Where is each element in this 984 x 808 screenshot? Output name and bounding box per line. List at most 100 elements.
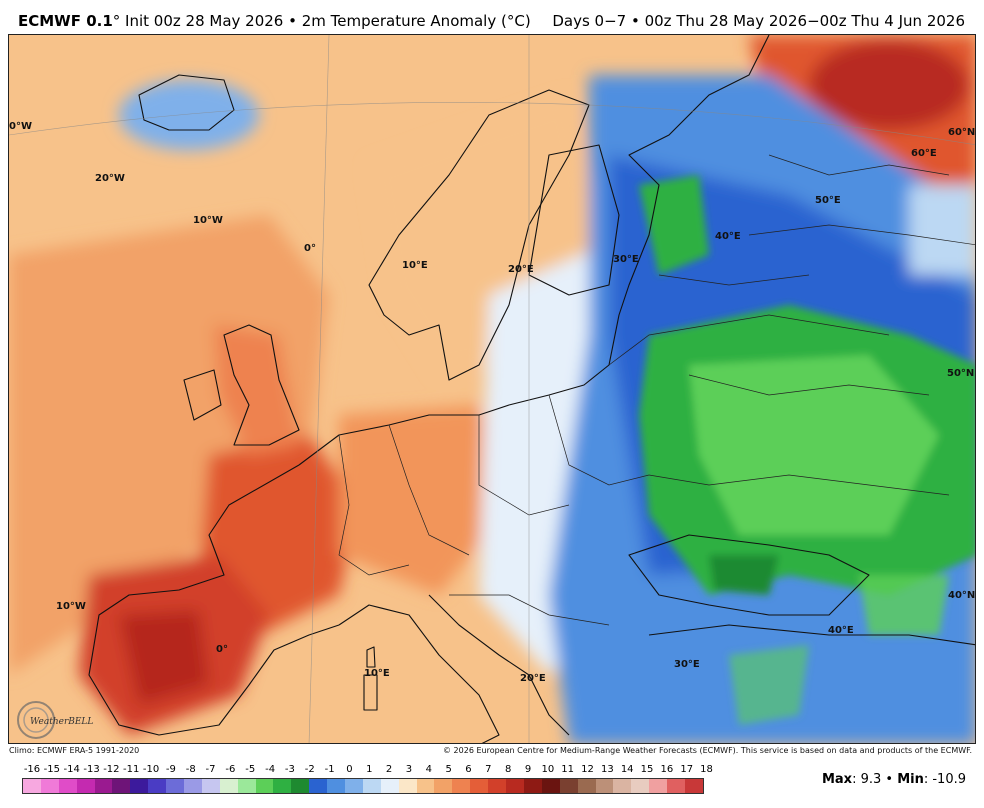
lon-label-10e-bot: 10°E	[364, 668, 390, 679]
coast-uk	[223, 324, 300, 446]
colorbar-tick-label: -1	[324, 764, 335, 775]
colorbar-swatch	[255, 779, 274, 793]
colorbar-tick-label: -4	[265, 764, 276, 775]
lon-label-20e-top: 20°E	[508, 264, 534, 275]
cool-light-strip	[909, 185, 975, 275]
colorbar-swatch	[416, 779, 435, 793]
lat-label-60n: 60°N	[948, 127, 976, 138]
colorbar-swatch	[309, 779, 328, 793]
colorbar-tick-label: 7	[485, 764, 492, 775]
colorbar-tick-label: 14	[620, 764, 634, 775]
lon-label-30e-top: 30°E	[613, 254, 639, 265]
coast-balkans	[428, 594, 570, 736]
colorbar-tick-label: 8	[504, 764, 512, 775]
colorbar-tick-label: 6	[465, 764, 472, 775]
lon-label-50e: 50°E	[815, 195, 841, 206]
colorbar-swatch	[398, 779, 417, 793]
lon-label-20e-bot: 20°E	[520, 673, 546, 684]
green-turkey-specks	[729, 645, 809, 725]
title-rest: Init 00z 28 May 2026 • 2m Temperature An…	[120, 12, 531, 30]
colorbar-swatch	[40, 779, 59, 793]
model-name: ECMWF 0.1	[18, 12, 113, 30]
coast-italy	[338, 604, 500, 743]
warm-iberia-core	[119, 610, 209, 705]
colorbar-swatch	[488, 779, 507, 793]
colorbar-swatch	[523, 779, 542, 793]
colorbar-tick-label: -6	[225, 764, 236, 775]
colorbar-swatch	[434, 779, 453, 793]
colorbar-tick-label: 11	[561, 764, 575, 775]
colorbar-swatch	[291, 779, 310, 793]
coast-europe	[298, 35, 770, 466]
colorbar-swatch	[76, 779, 95, 793]
coast-corsica	[366, 646, 376, 668]
lon-label-30e-bot: 30°E	[674, 659, 700, 670]
lat-label-50n: 50°N	[947, 368, 975, 379]
lon-label-0-bot: 0°	[216, 644, 228, 655]
lon-label-10w-top: 10°W	[193, 215, 223, 226]
lon-label-40e-top: 40°E	[715, 231, 741, 242]
coast-iceland	[138, 74, 235, 131]
lon-label-20w: 20°W	[95, 173, 125, 184]
colorbar-swatch	[577, 779, 596, 793]
colorbar-swatch	[327, 779, 346, 793]
colorbar-swatch	[470, 779, 489, 793]
colorbar-swatch	[237, 779, 256, 793]
min-label: Min	[897, 772, 924, 787]
max-min-readout: Max: 9.3 • Min: -10.9	[822, 772, 966, 787]
colorbar-tick-label: -7	[205, 764, 216, 775]
coast-finland	[528, 144, 620, 296]
colorbar-tick-label: -16	[23, 764, 41, 775]
anomaly-map: 0°W 20°W 10°W 0° 10°E 20°E 30°E 40°E 50°…	[8, 34, 976, 744]
colorbar-swatch	[23, 779, 41, 793]
warm-atlantic	[9, 215, 329, 675]
colorbar-tick-label: -9	[165, 764, 176, 775]
cool-turkey	[649, 615, 975, 743]
colorbar-swatch	[362, 779, 381, 793]
green-core-light	[689, 355, 939, 535]
colorbar-tick-label: 3	[405, 764, 413, 775]
colorbar-swatch	[613, 779, 632, 793]
max-value: : 9.3 •	[852, 772, 898, 787]
green-crimea	[709, 555, 779, 595]
colorbar-swatches	[22, 778, 704, 794]
colorbar-swatch	[506, 779, 524, 793]
lat-label-40n: 40°N	[948, 590, 976, 601]
colorbar-swatch	[667, 779, 685, 793]
colorbar-tick-label: -11	[123, 764, 140, 775]
colorbar-tick-label: -15	[43, 764, 60, 775]
colorbar-swatch	[112, 779, 131, 793]
colorbar-swatch	[541, 779, 560, 793]
colorbar-tick-label: -10	[142, 764, 160, 775]
colorbar-swatch	[130, 779, 149, 793]
coast-turkey	[648, 624, 975, 646]
colorbar-labels: -16 -15 -14 -13 -12 -11 -10 -9 -8 -7 -6 -5 -4 -3 -2 -1 0…	[22, 764, 713, 776]
warm-russia-core	[809, 40, 969, 130]
coast-france-iberia	[88, 464, 340, 736]
svg-text:WeatherBELL: WeatherBELL	[30, 717, 93, 727]
colorbar-tick-label: -12	[103, 764, 120, 775]
map-field	[9, 35, 975, 743]
degree-symbol: °	[112, 12, 121, 30]
lon-label-10w-bot: 10°W	[56, 601, 86, 612]
colorbar-swatch	[58, 779, 77, 793]
colorbar-tick-label: 9	[524, 764, 532, 775]
colorbar-swatch	[148, 779, 167, 793]
min-value: : -10.9	[923, 772, 966, 787]
weatherbell-logo: WeatherBELL	[14, 698, 96, 742]
coast-ireland	[183, 369, 222, 421]
lon-label-40e-bot: 40°E	[828, 625, 854, 636]
colorbar-tick-label: 13	[600, 764, 614, 775]
valid-period: Days 0−7 • 00z Thu 28 May 2026−00z Thu 4…	[552, 12, 965, 30]
colorbar-tick-label: 4	[425, 764, 432, 775]
lon-label-0w-top: 0°W	[9, 121, 32, 132]
lon-label-0: 0°	[304, 243, 316, 254]
lon-label-60e: 60°E	[911, 148, 937, 159]
colorbar-swatch	[595, 779, 614, 793]
colorbar-tick-label: 10	[541, 764, 555, 775]
colorbar-tick-label: 18	[700, 764, 713, 775]
colorbar-tick-label: 15	[640, 764, 654, 775]
climo-note: Climo: ECMWF ERA-5 1991-2020	[9, 746, 140, 755]
colorbar-swatch	[219, 779, 238, 793]
coast-sardinia	[363, 674, 378, 711]
